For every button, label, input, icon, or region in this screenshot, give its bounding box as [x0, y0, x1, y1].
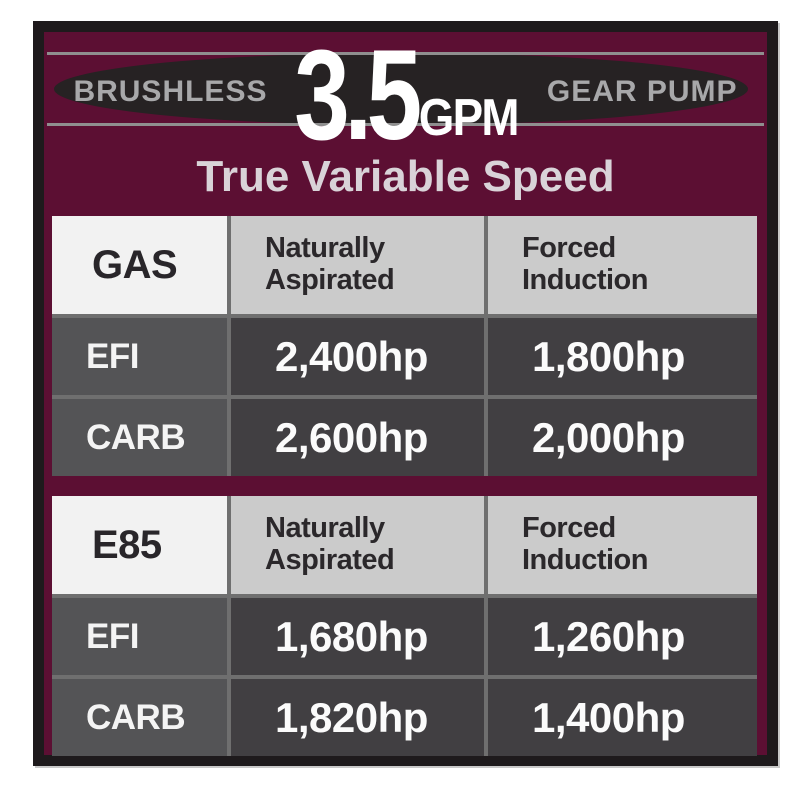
value-cell: 2,600hp [231, 399, 484, 476]
value-cell: 1,260hp [488, 598, 757, 675]
brushless-label: BRUSHLESS [73, 75, 268, 108]
row-label-carb: CARB [52, 399, 227, 476]
spec-table-gas: GAS Naturally Aspirated Forced Induction… [52, 216, 757, 476]
row-label-carb: CARB [52, 679, 227, 756]
spec-table-e85: E85 Naturally Aspirated Forced Induction… [52, 496, 757, 756]
header-band: BRUSHLESS 3.5 GPM GEAR PUMP [44, 31, 767, 159]
subtitle: True Variable Speed [196, 152, 615, 201]
fuel-type-cell: E85 [52, 496, 227, 594]
column-header-forced-induction: Forced Induction [488, 496, 757, 594]
value-cell: 2,400hp [231, 318, 484, 395]
flow-rate-unit: GPM [419, 88, 520, 147]
column-header-naturally-aspirated: Naturally Aspirated [231, 216, 484, 314]
value-cell: 1,820hp [231, 679, 484, 756]
value-cell: 1,400hp [488, 679, 757, 756]
row-label-efi: EFI [52, 318, 227, 395]
flow-rate-value: 3.5 [294, 23, 423, 167]
row-label-efi: EFI [52, 598, 227, 675]
column-header-forced-induction: Forced Induction [488, 216, 757, 314]
value-cell: 2,000hp [488, 399, 757, 476]
flow-rate: 3.5 GPM [293, 31, 524, 159]
fuel-type-cell: GAS [52, 216, 227, 314]
top-rule-line [47, 52, 764, 55]
gear-pump-label: GEAR PUMP [546, 75, 738, 108]
ellipse-background [54, 53, 748, 125]
column-header-naturally-aspirated: Naturally Aspirated [231, 496, 484, 594]
header-content: BRUSHLESS 3.5 GPM GEAR PUMP [44, 31, 767, 159]
value-cell: 1,680hp [231, 598, 484, 675]
bottom-rule-line [47, 123, 764, 126]
value-cell: 1,800hp [488, 318, 757, 395]
spec-panel: BRUSHLESS 3.5 GPM GEAR PUMP True Variabl… [33, 21, 778, 766]
